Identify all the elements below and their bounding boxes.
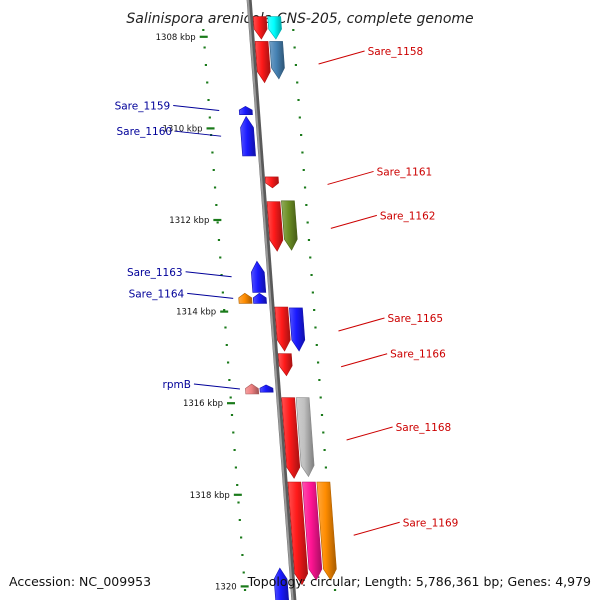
gene-arrow[interactable] [264, 176, 279, 189]
gene-label[interactable]: Sare_1168 [396, 422, 452, 434]
gene-arrow[interactable] [240, 115, 256, 157]
gene-arrow[interactable] [267, 16, 282, 40]
gene-label-leader [327, 170, 374, 185]
gene-label-leader [187, 292, 234, 299]
gene-label-leader [175, 130, 222, 137]
gene-label[interactable]: Sare_1161 [377, 166, 433, 178]
gene-arrow[interactable] [274, 306, 291, 352]
map-title: Salinispora arenicola CNS-205, complete … [126, 11, 473, 27]
gene-arrow[interactable] [295, 397, 315, 478]
gene-arrow[interactable] [287, 481, 309, 586]
kbp-label: 1308 kbp [156, 33, 196, 43]
gene-label-leader [193, 383, 241, 390]
gene-label-leader [318, 50, 365, 65]
gene-label[interactable]: Sare_1162 [380, 210, 436, 222]
backbone-line [246, 0, 297, 600]
gene-label-leader [346, 426, 393, 441]
gene-layer [238, 16, 337, 600]
gene-label[interactable]: Sare_1160 [116, 126, 172, 138]
gene-label-leader [173, 105, 220, 112]
gene-label-leader [330, 214, 377, 229]
gene-arrow[interactable] [281, 397, 301, 479]
gene-label-leader [185, 271, 232, 278]
gene-label-leader [341, 353, 388, 368]
kbp-label: 1314 kbp [176, 308, 216, 318]
gene-arrow[interactable] [250, 260, 267, 293]
gene-label[interactable]: rpmB [163, 379, 191, 391]
kbp-label: 1310 kbp [162, 124, 202, 134]
gene-label[interactable]: Sare_1158 [368, 46, 424, 58]
label-layer: Sare_1158 Sare_1159 Sare_1160 Sare_1161 Sare… [115, 46, 459, 536]
gene-arrow[interactable] [254, 41, 271, 84]
gene-arrow[interactable] [316, 481, 337, 581]
gene-label-leader [353, 521, 400, 536]
gene-arrow[interactable] [302, 481, 323, 581]
kbp-label: 1312 kbp [169, 216, 209, 226]
gene-arrow[interactable] [259, 384, 274, 393]
gene-arrow[interactable] [245, 383, 260, 395]
gene-arrow[interactable] [277, 353, 293, 377]
gene-arrow[interactable] [238, 292, 253, 304]
backbone-highlight [246, 0, 294, 600]
kbp-label: 1320 [215, 582, 237, 592]
kbp-label: 1318 kbp [190, 491, 230, 501]
gene-arrow[interactable] [273, 567, 289, 600]
gene-label-leader [338, 317, 385, 332]
tick-layer: 1308 kbp 1310 kbp 1312 kbp 1314 kbp 1316 kbp… [156, 29, 337, 592]
kbp-label: 1316 kbp [183, 399, 223, 409]
gene-label[interactable]: Sare_1169 [403, 517, 459, 529]
gene-arrow[interactable] [289, 307, 306, 352]
gene-arrow[interactable] [252, 16, 268, 40]
gene-arrow[interactable] [238, 106, 253, 115]
backbone-layer [246, 0, 297, 600]
topology-text: Topology: circular; Length: 5,786,361 bp… [247, 574, 591, 589]
gene-label[interactable]: Sare_1163 [127, 267, 183, 279]
gene-arrow[interactable] [266, 201, 284, 252]
gene-arrow[interactable] [281, 200, 298, 251]
gene-arrow[interactable] [252, 292, 267, 304]
gene-label[interactable]: Sare_1165 [387, 313, 443, 325]
gene-label[interactable]: Sare_1164 [129, 288, 185, 300]
gene-label[interactable]: Sare_1166 [390, 349, 446, 361]
gene-label[interactable]: Sare_1159 [115, 101, 171, 113]
accession-text: Accession: NC_009953 [9, 574, 151, 589]
gene-arrow[interactable] [269, 41, 285, 80]
